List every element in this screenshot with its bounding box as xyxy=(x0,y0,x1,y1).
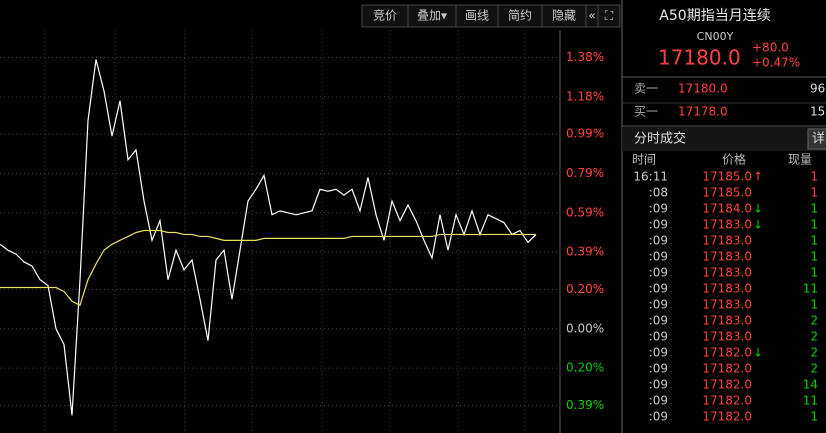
trades-title: 分时成交 xyxy=(634,131,686,147)
trade-price: 17185.0 xyxy=(702,186,752,200)
toolbar-button[interactable] xyxy=(597,4,621,28)
trade-volume: 2 xyxy=(810,362,818,376)
trade-time: :09 xyxy=(649,298,668,312)
trade-volume: 1 xyxy=(810,186,818,200)
trade-time: :09 xyxy=(649,202,668,216)
trade-volume: 1 xyxy=(810,250,818,264)
trade-volume: 14 xyxy=(803,378,818,392)
trade-time: :09 xyxy=(649,394,668,408)
col-header: 价格 xyxy=(722,152,746,167)
trade-volume: 1 xyxy=(810,410,818,424)
trade-price: 17183.0 xyxy=(702,298,752,312)
trade-volume: 1 xyxy=(810,202,818,216)
trade-volume: 1 xyxy=(810,234,818,248)
trade-time: :09 xyxy=(649,314,668,328)
trade-price: 17183.0 xyxy=(702,314,752,328)
y-tick-label: 0.39% xyxy=(566,245,604,259)
y-tick-label: 0.99% xyxy=(566,127,604,141)
trade-price: 17183.0 xyxy=(702,250,752,264)
trade-price: 17183.0 xyxy=(702,218,752,232)
toolbar-label[interactable]: 叠加▾ xyxy=(417,9,447,23)
y-tick-label: 0.59% xyxy=(566,205,604,219)
book-side: 买一 xyxy=(634,105,658,119)
toolbar-label[interactable]: 简约 xyxy=(508,8,532,23)
y-tick-label: 0.79% xyxy=(566,166,604,180)
trade-time: :09 xyxy=(649,250,668,264)
toolbar-label[interactable]: 画线 xyxy=(465,9,489,23)
trade-price: 17183.0 xyxy=(702,282,752,296)
col-header: 现量 xyxy=(788,153,812,167)
trade-volume: 2 xyxy=(810,314,818,328)
book-volume: 15 xyxy=(810,105,825,119)
trade-price: 17182.0 xyxy=(702,410,752,424)
trade-time: :09 xyxy=(649,410,668,424)
y-tick-label: 1.38% xyxy=(566,50,604,64)
trade-volume: 1 xyxy=(810,266,818,280)
price-line xyxy=(0,59,537,416)
trade-arrow: ↓ xyxy=(753,218,763,232)
trade-volume: 11 xyxy=(803,394,818,408)
trades-header-bar xyxy=(622,127,826,151)
trade-price: 17182.0 xyxy=(702,378,752,392)
trade-time: :08 xyxy=(649,186,668,200)
trade-price: 17182.0 xyxy=(702,346,752,360)
y-tick-label: 1.18% xyxy=(566,89,604,103)
toolbar-label[interactable]: 隐藏 xyxy=(552,9,576,23)
y-tick-label: 0.00% xyxy=(566,321,604,335)
trade-volume: 1 xyxy=(810,170,818,184)
trade-time: :09 xyxy=(649,282,668,296)
trade-time: :09 xyxy=(649,362,668,376)
trade-time: :09 xyxy=(649,234,668,248)
trade-price: 17182.0 xyxy=(702,394,752,408)
toolbar-label[interactable]: ⛶ xyxy=(604,9,614,23)
trade-volume: 1 xyxy=(810,298,818,312)
book-volume: 96 xyxy=(810,82,825,96)
trade-price: 17183.0 xyxy=(702,330,752,344)
trade-price: 17183.0 xyxy=(702,266,752,280)
trade-price: 17184.0 xyxy=(702,202,752,216)
average-line xyxy=(0,229,536,307)
y-tick-label: 0.20% xyxy=(566,282,604,296)
quote-name: A50期指当月连续 xyxy=(659,7,770,24)
y-tick-label: 0.39% xyxy=(566,398,604,412)
trade-volume: 2 xyxy=(810,330,818,344)
trade-time: :09 xyxy=(649,218,668,232)
quote-code: CN00Y xyxy=(697,30,734,43)
book-price: 17180.0 xyxy=(678,82,728,96)
toolbar-label[interactable]: 竞价 xyxy=(373,9,397,23)
book-price: 17178.0 xyxy=(678,105,728,119)
detail-label[interactable]: 详 xyxy=(812,132,825,147)
trade-arrow: ↓ xyxy=(753,346,763,360)
detail-button[interactable] xyxy=(807,128,826,150)
col-header: 时间 xyxy=(632,153,656,167)
trade-arrow: ↓ xyxy=(753,202,763,216)
trade-price: 17183.0 xyxy=(702,234,752,248)
trade-volume: 11 xyxy=(803,282,818,296)
trade-time: :09 xyxy=(649,266,668,280)
toolbar-label[interactable]: « xyxy=(588,9,595,23)
quote-change: +80.0 xyxy=(752,41,789,55)
quote-change-pct: +0.47% xyxy=(752,56,800,70)
trade-price: 17185.0 xyxy=(702,170,752,184)
trade-time: :09 xyxy=(649,378,668,392)
trade-time: :09 xyxy=(649,330,668,344)
trade-arrow: ↑ xyxy=(753,170,763,184)
trade-price: 17182.0 xyxy=(702,362,752,376)
y-tick-label: 0.20% xyxy=(566,361,604,375)
trade-time: 16:11 xyxy=(633,170,668,184)
book-side: 卖一 xyxy=(634,82,658,96)
trade-volume: 1 xyxy=(810,218,818,232)
trade-time: :09 xyxy=(649,346,668,360)
trade-volume: 2 xyxy=(810,346,818,360)
quote-price: 17180.0 xyxy=(658,46,741,70)
